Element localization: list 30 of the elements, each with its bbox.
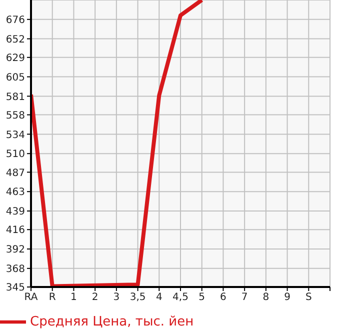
x-tick-label: 4 <box>156 292 162 304</box>
y-tick-label: 368 <box>6 264 25 275</box>
y-tick-label: 581 <box>6 92 25 103</box>
x-tick-label: 1 <box>70 292 77 304</box>
x-tick-label: S <box>305 292 312 304</box>
y-tick-label: 463 <box>6 187 25 198</box>
y-tick-label: 439 <box>6 206 25 218</box>
y-tick-label: 487 <box>6 168 25 179</box>
x-tick-label: 5 <box>198 292 206 304</box>
y-tick-label: 652 <box>6 34 25 46</box>
y-tick-label: 345 <box>6 282 25 294</box>
legend-label: Средняя Цена, тыс. йен <box>30 314 194 330</box>
x-tick-label: 9 <box>284 292 290 304</box>
x-tick-label: 4,5 <box>172 292 188 304</box>
y-tick-label: 392 <box>6 244 25 256</box>
x-tick-label: 3,5 <box>130 292 146 304</box>
y-tick-label: 558 <box>6 110 25 122</box>
y-tick-label: 416 <box>6 225 25 236</box>
y-tick-label: 629 <box>6 52 25 64</box>
x-tick-label: 3 <box>113 292 120 304</box>
y-tick-label: 510 <box>6 149 25 160</box>
x-tick-label: 6 <box>220 292 226 304</box>
y-tick-label: 676 <box>6 14 25 26</box>
x-tick-label: 7 <box>241 292 248 304</box>
y-tick-label: 605 <box>6 72 25 84</box>
x-tick-label: R <box>48 292 56 304</box>
y-tick-label: 534 <box>6 130 25 141</box>
x-tick-label: RA <box>24 292 38 304</box>
x-tick-label: 8 <box>262 292 270 304</box>
x-tick-label: 2 <box>92 292 98 304</box>
